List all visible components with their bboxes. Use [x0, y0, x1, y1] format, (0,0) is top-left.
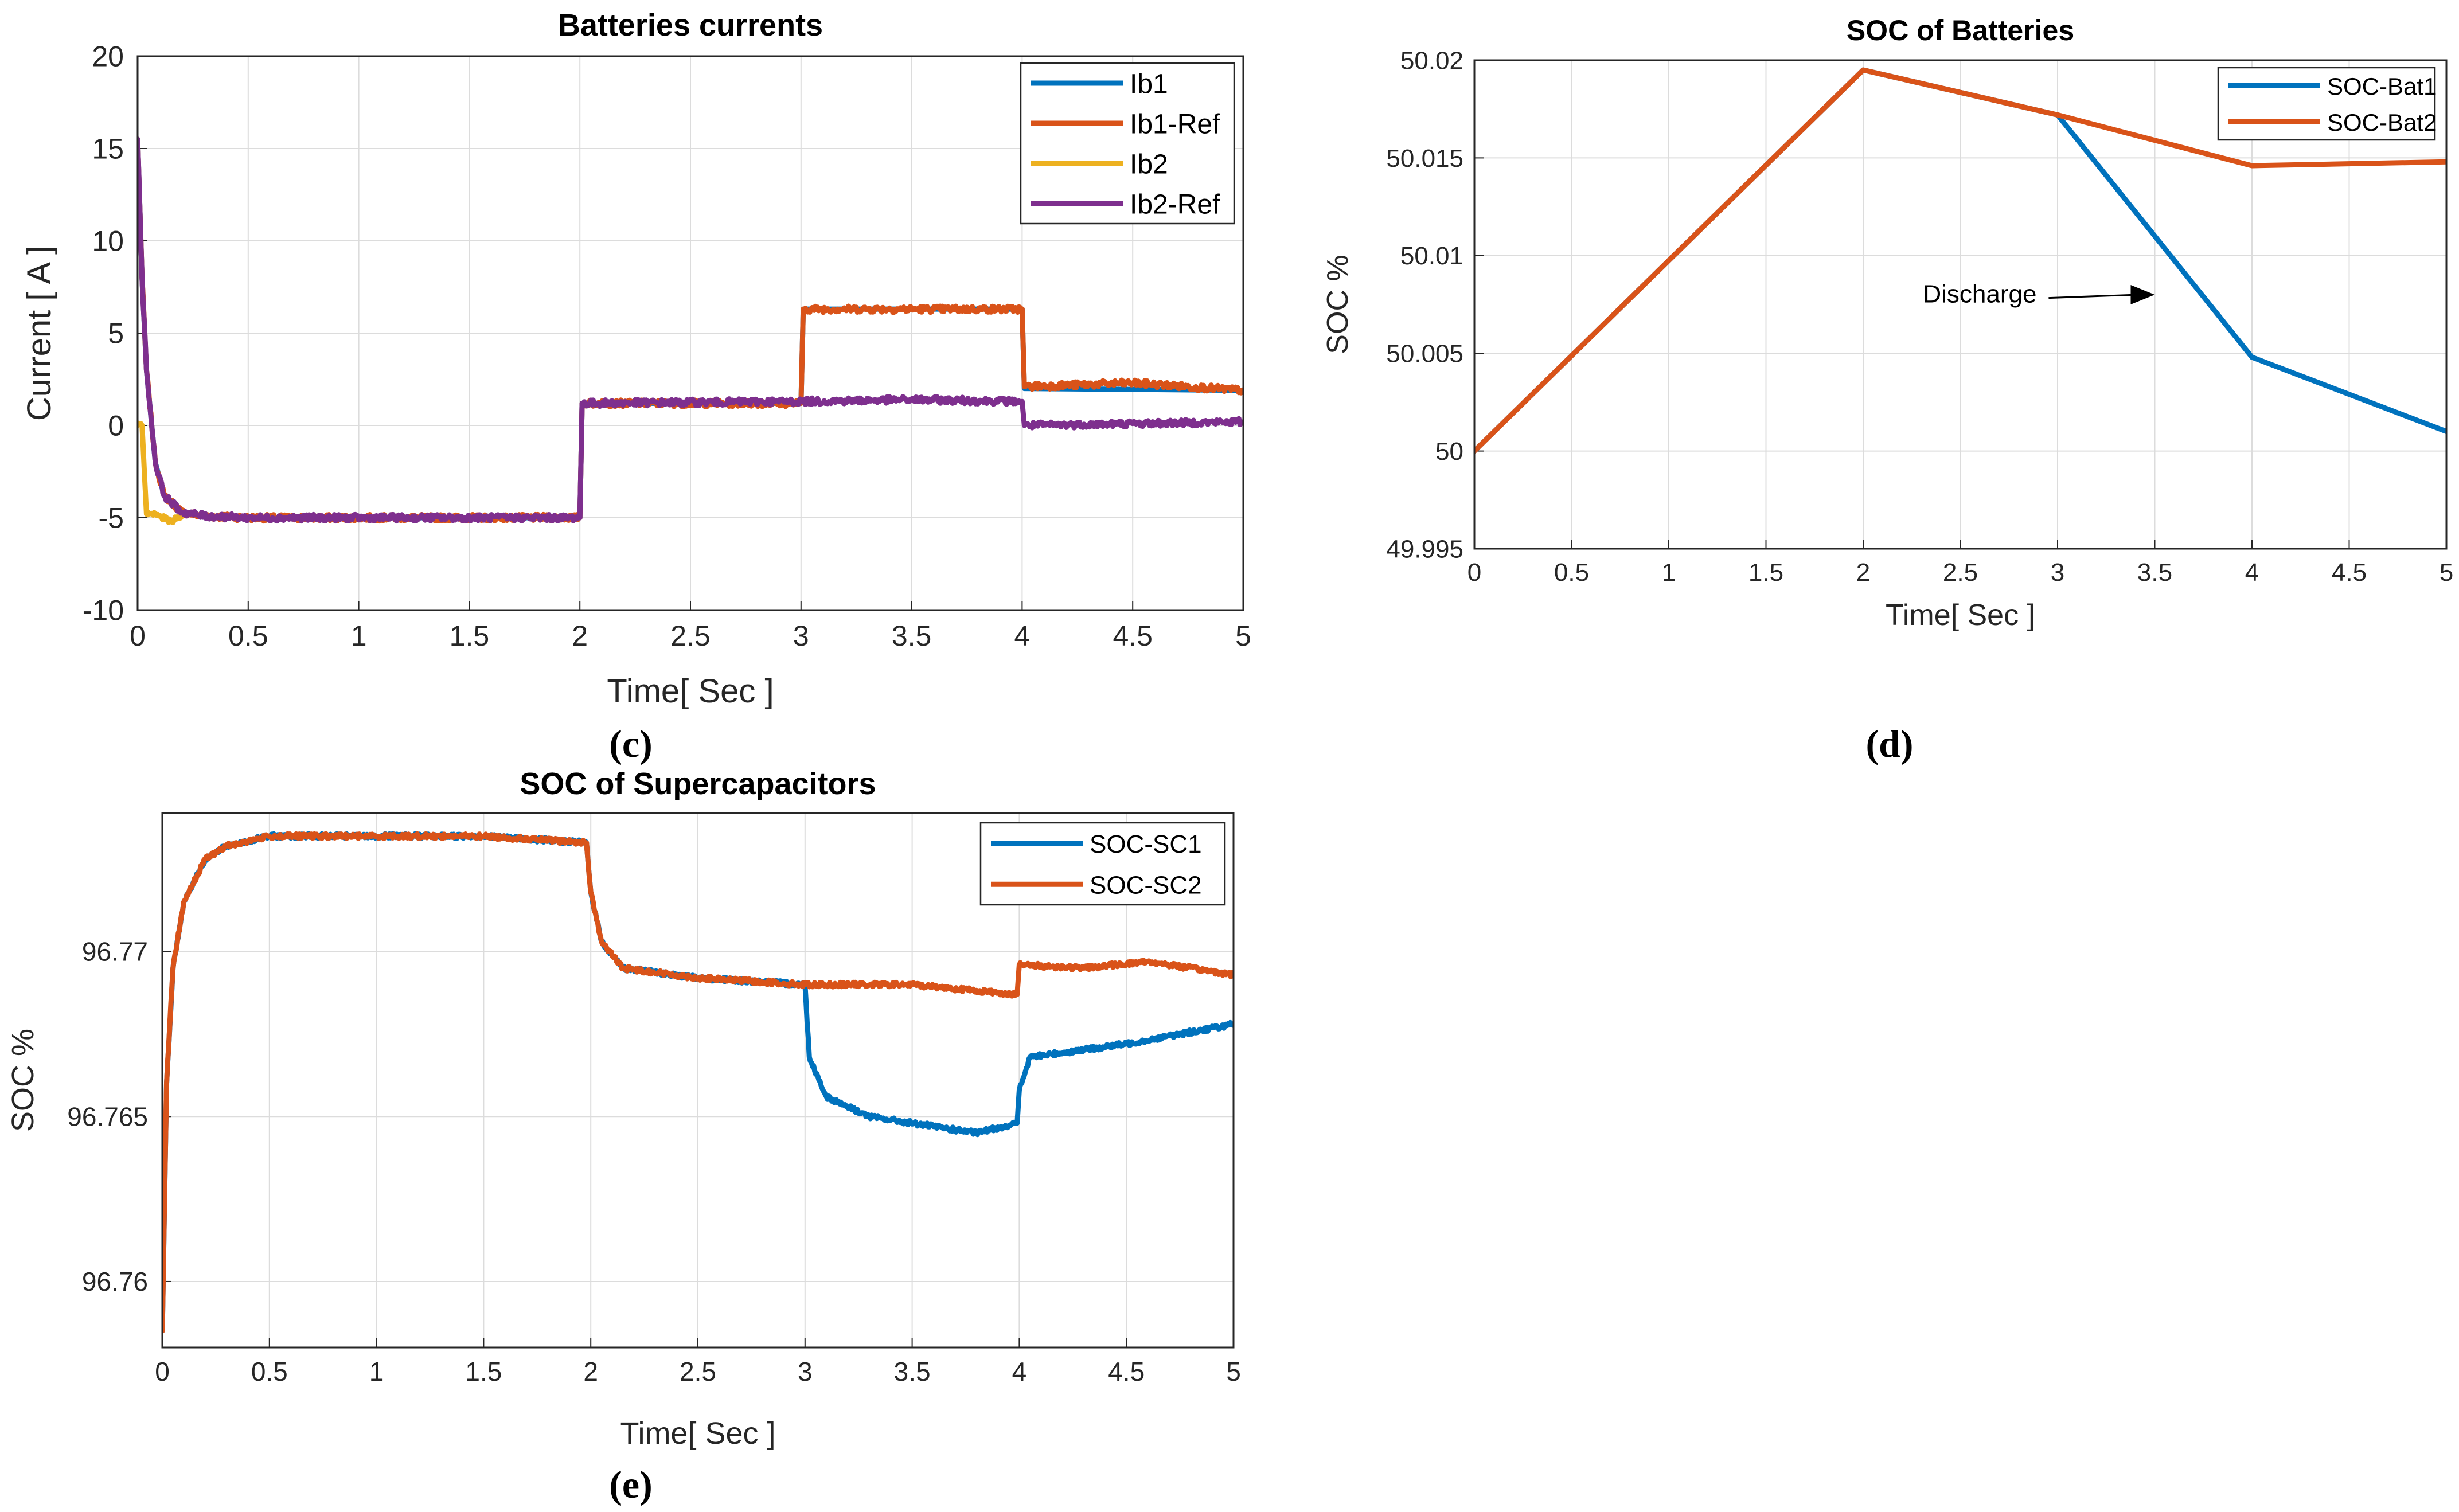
y-tick-label: 96.76 — [82, 1267, 148, 1296]
legend-label: Ib1 — [1130, 69, 1168, 100]
y-axis-label: SOC % — [1321, 255, 1355, 354]
x-tick-label: 2.5 — [670, 620, 711, 652]
chart-d: 0 0.5 1 1.5 2 2.5 3 3.5 4 4.5 5 49.995 50 50.005 50.01… — [1321, 14, 2453, 765]
legend-label: SOC-SC2 — [1090, 871, 1202, 899]
series-line-ib2 — [138, 420, 185, 525]
y-tick-label: 96.77 — [82, 937, 148, 967]
chart-c: 0 0.5 1 1.5 2 2.5 3 3.5 4 4.5 5 -10 -5 0 5 10 15 20 Batter… — [21, 8, 1251, 765]
x-tick-label: 1 — [369, 1357, 384, 1386]
legend-box — [1020, 62, 1235, 225]
x-tick-label: 4.5 — [2332, 558, 2367, 587]
y-tick-label: 50.015 — [1386, 144, 1463, 173]
legend-label: SOC-SC1 — [1090, 830, 1202, 858]
panel-caption: (d) — [1865, 722, 1913, 765]
x-tick-label: 1.5 — [465, 1357, 502, 1386]
annotation-arrow — [2048, 294, 2138, 299]
y-tick-label: -10 — [83, 595, 124, 627]
x-tick-label: 5 — [1235, 620, 1251, 652]
x-tick-label: 2 — [1856, 558, 1870, 587]
x-tick-label: 3.5 — [894, 1357, 931, 1386]
x-tick-label: 2 — [572, 620, 588, 652]
y-tick-label: 50.01 — [1400, 242, 1463, 270]
x-tick-label: 3 — [2051, 558, 2064, 587]
x-tick-label: 0.5 — [228, 620, 268, 652]
x-tick-label: 0.5 — [1554, 558, 1589, 587]
x-tick-label: 2 — [583, 1357, 598, 1386]
y-tick-label: 0 — [108, 410, 124, 442]
chart-title: SOC of Batteries — [1847, 14, 2074, 46]
annotation-arrowhead — [2130, 284, 2155, 304]
legend-label: Ib2-Ref — [1130, 190, 1220, 220]
x-tick-label: 1 — [1662, 558, 1676, 587]
x-tick-label: 4.5 — [1113, 620, 1153, 652]
x-axis-label: Time[ Sec ] — [1886, 599, 2035, 632]
legend-box — [2217, 67, 2436, 141]
chart-title: Batteries currents — [558, 8, 823, 42]
y-tick-label: 49.995 — [1386, 535, 1463, 563]
x-tick-label: 0 — [155, 1357, 170, 1386]
series-line-ib2-ref — [138, 136, 1243, 524]
axes-box — [161, 812, 1235, 1349]
x-tick-label: 1.5 — [1748, 558, 1783, 587]
panel-caption: (e) — [609, 1463, 652, 1506]
x-tick-label: 4 — [2245, 558, 2259, 587]
legend: SOC-Bat1 SOC-Bat2 — [2217, 67, 2437, 141]
legend: SOC-SC1 SOC-SC2 — [979, 822, 1226, 906]
x-tick-label: 2.5 — [1943, 558, 1978, 587]
legend-box — [979, 822, 1226, 906]
legend-label: Ib2 — [1130, 150, 1168, 180]
legend-label: Ib1-Ref — [1130, 110, 1220, 140]
x-tick-label: 3.5 — [892, 620, 932, 652]
axes-box — [1473, 59, 2448, 550]
x-tick-label: 0 — [1467, 558, 1481, 587]
x-tick-label: 0 — [130, 620, 146, 652]
axes-box — [136, 55, 1244, 611]
y-tick-label: 50.02 — [1400, 46, 1463, 75]
annotation-text: Discharge — [1923, 280, 2036, 308]
y-tick-label: 96.765 — [67, 1101, 148, 1131]
legend-label: SOC-Bat1 — [2327, 73, 2437, 100]
x-tick-label: 1.5 — [450, 620, 490, 652]
y-tick-label: 50.005 — [1386, 340, 1463, 368]
series-group — [138, 136, 1243, 525]
x-axis-label: Time[ Sec ] — [607, 673, 774, 710]
x-tick-label: 0.5 — [251, 1357, 288, 1386]
series-line-soc-sc2 — [162, 831, 1234, 1334]
panel-caption: (c) — [609, 722, 652, 765]
y-tick-label: 15 — [92, 133, 124, 165]
chart-title: SOC of Supercapacitors — [520, 767, 876, 801]
legend-label: SOC-Bat2 — [2327, 109, 2437, 136]
chart-e: 0 0.5 1 1.5 2 2.5 3 3.5 4 4.5 5 96.76 96.765 96.77 SOC… — [6, 767, 1241, 1506]
series-line-soc-bat2 — [1474, 67, 2446, 454]
y-axis-label: SOC % — [6, 1029, 40, 1132]
x-tick-label: 5 — [1226, 1357, 1241, 1386]
y-tick-label: -5 — [99, 502, 124, 534]
y-axis-label: Current [ A ] — [21, 245, 58, 421]
x-tick-label: 4.5 — [1108, 1357, 1145, 1386]
x-tick-label: 3.5 — [2137, 558, 2172, 587]
x-tick-label: 5 — [2440, 558, 2453, 587]
y-tick-label: 10 — [92, 225, 124, 257]
legend: Ib1 Ib1-Ref Ib2 Ib2-Ref — [1020, 62, 1235, 225]
x-axis-label: Time[ Sec ] — [620, 1416, 775, 1451]
x-tick-label: 3 — [798, 1357, 813, 1386]
x-tick-label: 1 — [351, 620, 367, 652]
x-tick-label: 3 — [793, 620, 809, 652]
x-tick-label: 4 — [1014, 620, 1030, 652]
series-group — [162, 831, 1234, 1334]
series-group — [1474, 67, 2446, 454]
y-tick-label: 50 — [1435, 437, 1463, 466]
y-tick-label: 5 — [108, 318, 124, 350]
x-tick-label: 2.5 — [680, 1357, 716, 1386]
x-tick-label: 4 — [1012, 1357, 1027, 1386]
y-tick-label: 20 — [92, 41, 124, 73]
